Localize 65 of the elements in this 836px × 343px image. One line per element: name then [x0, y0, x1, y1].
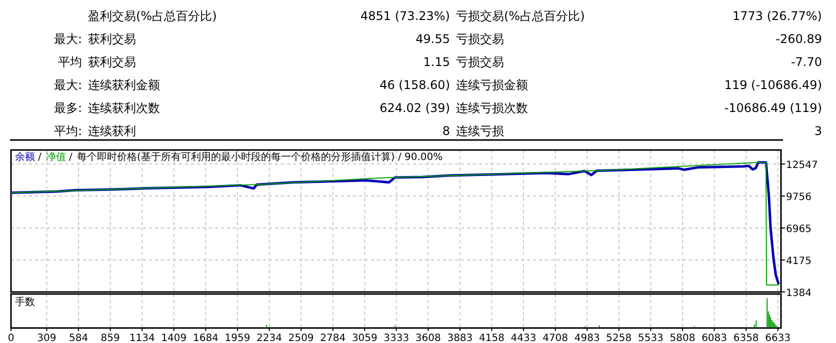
text: 连续亏损 — [456, 124, 504, 138]
text: -7.70 — [790, 55, 822, 69]
text: 最大: — [54, 78, 82, 92]
x-tick-label: 3883 — [447, 333, 473, 343]
x-tick-label: 5808 — [670, 333, 696, 343]
x-tick-label: 6633 — [765, 333, 791, 343]
x-tick-label: 3059 — [352, 333, 378, 343]
text: 3 — [814, 124, 822, 138]
text: 1773 (26.77%) — [732, 9, 822, 23]
x-tick-label: 6083 — [702, 333, 728, 343]
y-tick-label: 9756 — [786, 192, 812, 204]
text: 8 — [442, 124, 450, 138]
text: -10686.49 (119) — [724, 101, 822, 115]
x-tick-label: 309 — [37, 333, 56, 343]
text: 平均 — [58, 55, 82, 69]
x-tick-label: 4433 — [510, 333, 536, 343]
text: 624.02 (39) — [380, 101, 450, 115]
text: 获利交易 — [88, 55, 136, 69]
x-tick-label: 1409 — [161, 333, 187, 343]
x-tick-label: 2509 — [288, 333, 314, 343]
x-tick-label: 4983 — [574, 333, 600, 343]
text: 49.55 — [416, 32, 450, 46]
x-tick-label: 4708 — [542, 333, 568, 343]
y-tick-label: 12547 — [786, 160, 818, 172]
x-tick-label: 2784 — [320, 333, 346, 343]
chart-title: 每个即时价格(基于所有可利用的最小时段的每一个价格的分形插值计算) / 90.00% — [77, 151, 443, 163]
annotation: / — [38, 152, 42, 163]
x-tick-label: 1134 — [129, 333, 155, 343]
x-tick-label: 0 — [8, 333, 14, 343]
text: 平均: — [54, 124, 82, 138]
text: 119 (-10686.49) — [724, 78, 822, 92]
text: 1.15 — [423, 55, 450, 69]
y-tick-label: 4175 — [786, 256, 812, 267]
text: 余额 — [15, 151, 35, 163]
y-tick-label: 6965 — [786, 224, 812, 236]
x-tick-label: 6358 — [733, 333, 759, 343]
text: 最多: — [54, 101, 82, 115]
text: 盈利交易(%占总百分比) — [88, 9, 217, 23]
x-tick-label: 859 — [100, 333, 120, 343]
text: 连续获利 — [88, 124, 136, 138]
text: 亏损交易 — [456, 32, 504, 46]
text: 连续亏损金额 — [456, 78, 528, 92]
annotation: / — [69, 152, 73, 163]
x-tick-label: 3608 — [415, 333, 441, 343]
text: 净值 — [46, 151, 66, 163]
text: 连续获利次数 — [88, 101, 160, 115]
x-tick-label: 1684 — [192, 333, 218, 343]
x-tick-label: 3333 — [384, 333, 410, 343]
text: 46 (158.60) — [380, 78, 450, 92]
text: 亏损交易 — [456, 55, 504, 69]
text: 获利交易 — [88, 32, 136, 46]
text: -260.89 — [776, 32, 822, 46]
x-tick-label: 2234 — [256, 333, 282, 343]
text: 最大: — [54, 32, 82, 46]
text: 连续获利金额 — [88, 78, 160, 92]
text: 连续亏损次数 — [456, 101, 528, 115]
x-tick-label: 1959 — [224, 333, 250, 343]
y-tick-label: 1384 — [786, 288, 812, 299]
chart-title: 手数 — [15, 296, 35, 308]
x-tick-label: 5533 — [638, 333, 664, 343]
x-tick-label: 4158 — [479, 333, 504, 343]
text: 亏损交易(%占总百分比) — [456, 9, 585, 23]
x-tick-label: 5258 — [606, 333, 632, 343]
x-tick-label: 584 — [68, 333, 88, 343]
text: 4851 (73.23%) — [360, 9, 450, 23]
